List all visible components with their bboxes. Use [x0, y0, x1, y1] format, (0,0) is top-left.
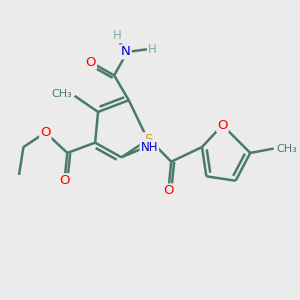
Text: O: O [85, 56, 96, 69]
Text: S: S [144, 133, 152, 146]
Text: H: H [113, 29, 122, 42]
Text: H: H [148, 43, 157, 56]
Text: NH: NH [140, 141, 158, 154]
Text: N: N [121, 45, 131, 58]
Text: CH₃: CH₃ [277, 143, 297, 154]
Text: O: O [217, 118, 228, 132]
Text: O: O [163, 184, 174, 197]
Text: O: O [40, 126, 51, 139]
Text: CH₃: CH₃ [51, 89, 72, 99]
Text: O: O [59, 174, 70, 187]
